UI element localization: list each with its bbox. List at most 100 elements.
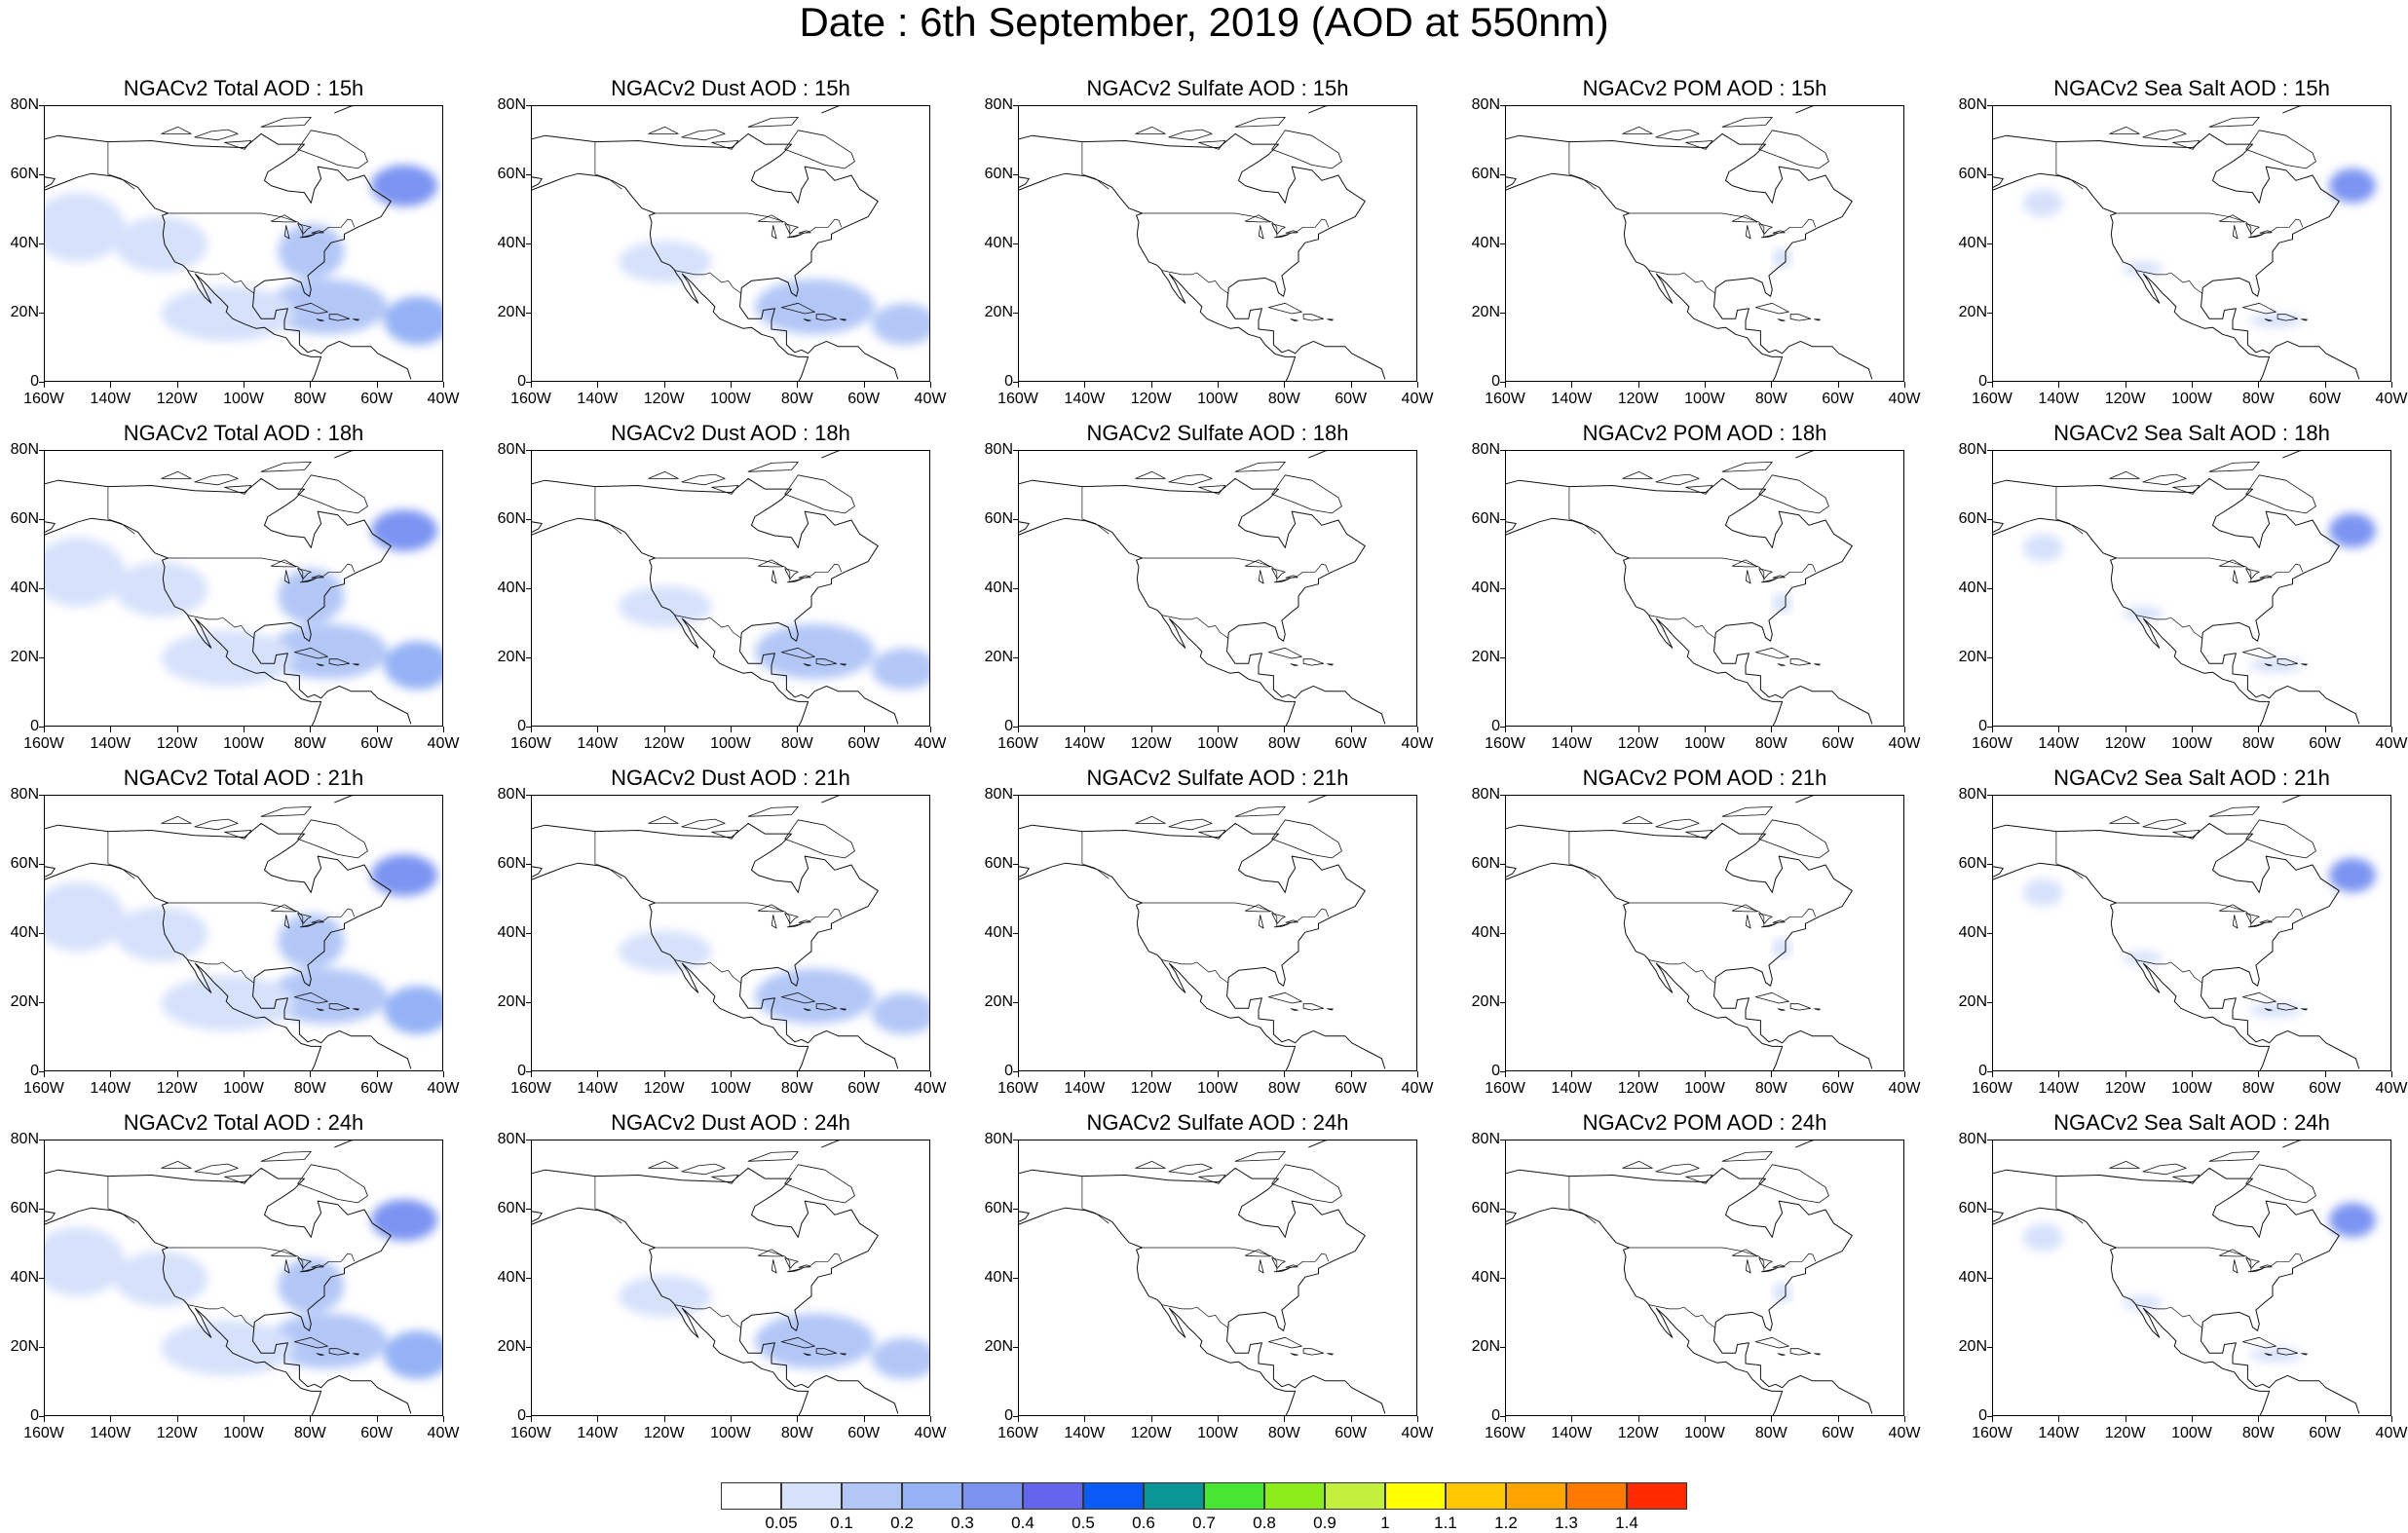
lat-tick <box>1987 1278 1993 1279</box>
coastline-greenland <box>821 451 841 459</box>
lon-tick-label: 140W <box>2038 735 2080 752</box>
lon-tick-label: 160W <box>23 391 64 407</box>
lat-tick <box>526 864 532 865</box>
panel-title: NGACv2 Total AOD : 15h <box>123 76 364 100</box>
arctic-island <box>260 461 312 472</box>
aerosol-patch <box>2123 1295 2163 1310</box>
lat-tick-label: 20N <box>984 304 1013 320</box>
great-lake <box>311 230 324 234</box>
lat-tick <box>526 1002 532 1003</box>
arctic-island <box>161 126 192 134</box>
map-plot-area <box>1018 795 1417 1071</box>
caribbean-island <box>2301 1353 2308 1356</box>
lon-tick <box>1350 382 1352 388</box>
map-canvas <box>1019 1140 1386 1415</box>
lon-tick <box>1018 727 1019 732</box>
lat-tick <box>1013 105 1019 106</box>
arctic-island <box>2245 474 2316 514</box>
caribbean-island <box>2276 1348 2299 1356</box>
arctic-island <box>161 470 192 479</box>
aerosol-patch <box>1772 247 1792 269</box>
lon-tick <box>1837 382 1839 388</box>
lat-tick <box>39 1347 45 1348</box>
lat-tick-label: 0 <box>1004 373 1013 390</box>
arctic-island <box>648 1160 679 1169</box>
border-us-canada <box>655 557 843 583</box>
arctic-island <box>2208 461 2260 472</box>
lon-tick <box>731 727 732 732</box>
lat-tick-label: 80N <box>1471 96 1500 113</box>
lon-tick <box>176 382 178 388</box>
caribbean-island <box>2301 663 2308 666</box>
lat-tick <box>526 313 532 314</box>
aerosol-field <box>1772 1282 1792 1303</box>
arctic-island <box>260 116 312 128</box>
map-panel: NGACv2 Dust AOD : 24h 80N 60N 40N 20N 0 160W 14… <box>487 1110 964 1441</box>
great-lake <box>1258 225 1264 240</box>
colorbar-label: 0.5 <box>1072 1514 1095 1532</box>
lat-tick <box>1500 1209 1506 1210</box>
lat-tick-label: 20N <box>497 304 526 320</box>
lon-tick <box>1218 727 1219 732</box>
lon-tick-label: 100W <box>223 735 264 752</box>
lat-tick-label: 20N <box>984 993 1013 1010</box>
lat-tick <box>1500 727 1506 728</box>
lat-tick <box>1013 1416 1019 1417</box>
aerosol-patch <box>370 1199 438 1241</box>
lat-tick-label: 40N <box>984 1269 1013 1286</box>
lat-tick-label: 0 <box>30 373 39 390</box>
arctic-island <box>648 126 679 134</box>
lon-tick-label: 80W <box>780 391 813 407</box>
lon-tick <box>2192 1071 2193 1077</box>
colorbar-label: 1.4 <box>1615 1514 1638 1532</box>
lat-tick-label: 20N <box>1471 304 1500 320</box>
great-lake <box>771 1259 777 1274</box>
arctic-island <box>747 116 799 128</box>
caribbean-island <box>780 1336 815 1349</box>
coastline-greenland <box>334 106 354 114</box>
lon-tick <box>1771 727 1773 732</box>
great-lake <box>2247 234 2264 239</box>
colorbar-label: 1.3 <box>1555 1514 1578 1532</box>
great-lake <box>1731 214 1758 223</box>
map-panel: NGACv2 Sea Salt AOD : 24h 80N 60N 40N 20N 0 16… <box>1948 1110 2408 1441</box>
map-canvas <box>1993 451 2376 726</box>
map-plot-area <box>1505 795 1904 1071</box>
lat-tick <box>526 1347 532 1348</box>
lon-tick <box>1904 727 1905 732</box>
lon-tick-label: 160W <box>997 391 1038 407</box>
panel-title: NGACv2 Total AOD : 18h <box>123 421 364 445</box>
lon-tick <box>1992 727 1993 732</box>
lon-tick-label: 140W <box>2038 1080 2080 1097</box>
border-alaska <box>1568 141 1597 190</box>
arctic-island <box>2245 1164 2316 1204</box>
lon-tick <box>1018 1071 1019 1077</box>
lon-tick-label: 40W <box>1401 391 1434 407</box>
lat-tick-label: 20N <box>1471 1338 1500 1355</box>
caribbean-island <box>1777 1008 1786 1012</box>
lon-tick-label: 40W <box>1401 1080 1434 1097</box>
lat-tick-label: 0 <box>1978 1063 1987 1079</box>
arctic-island <box>224 140 252 150</box>
lat-tick-label: 60N <box>10 855 39 872</box>
colorbar-swatch <box>1204 1482 1264 1510</box>
lat-tick <box>1013 1347 1019 1348</box>
caribbean-island <box>2276 314 2299 321</box>
aerosol-patch <box>114 561 208 617</box>
lon-tick <box>531 1071 532 1077</box>
caribbean-island <box>2264 1353 2273 1357</box>
great-lake <box>798 575 811 579</box>
coastline-west <box>1993 517 2271 726</box>
lon-tick <box>44 1416 45 1422</box>
map-panel: NGACv2 Sulfate AOD : 21h 80N 60N 40N 20N 0 160… <box>974 766 1451 1097</box>
lon-tick-label: 100W <box>710 1425 751 1441</box>
lon-tick <box>1771 1416 1773 1422</box>
lon-tick <box>1837 1071 1839 1077</box>
lat-tick-label: 60N <box>1958 510 1987 527</box>
lon-tick-label: 100W <box>1197 1425 1238 1441</box>
caribbean-island <box>1789 658 1812 666</box>
map-panel: NGACv2 POM AOD : 24h 80N 60N 40N 20N 0 160W 140… <box>1461 1110 1938 1441</box>
arctic-island <box>1758 1164 1829 1204</box>
arctic-island <box>1721 1150 1773 1162</box>
lon-tick <box>930 727 931 732</box>
